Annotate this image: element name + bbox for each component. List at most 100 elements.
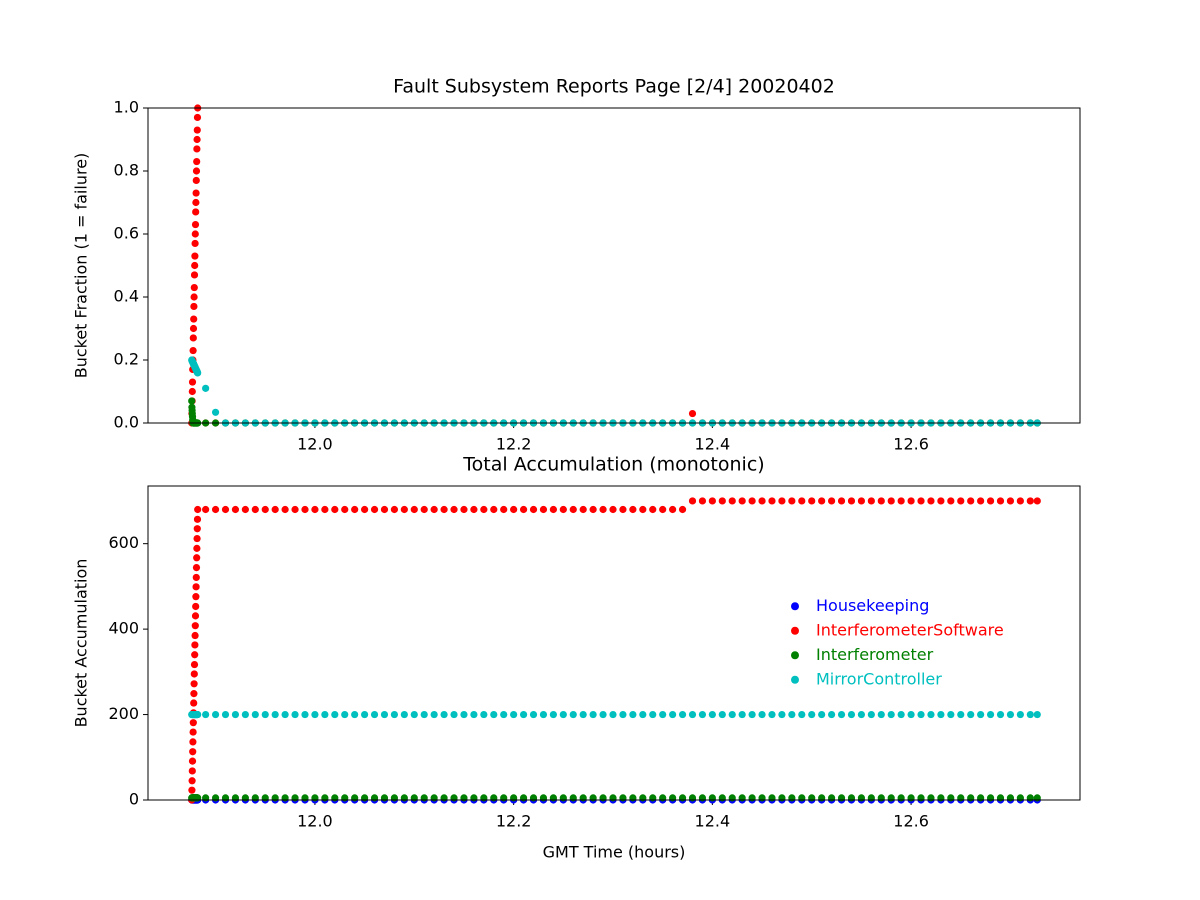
axes-frame bbox=[147, 107, 1081, 424]
y-tick-label: 200 bbox=[108, 704, 139, 723]
data-point bbox=[639, 710, 647, 719]
data-point bbox=[430, 505, 438, 514]
data-point bbox=[189, 324, 198, 333]
x-tick-label: 12.2 bbox=[496, 812, 532, 831]
data-point bbox=[291, 710, 299, 719]
data-point bbox=[967, 497, 975, 505]
data-point bbox=[519, 505, 528, 514]
data-point bbox=[190, 293, 198, 301]
data-point bbox=[599, 710, 607, 719]
data-point bbox=[569, 710, 577, 719]
data-point bbox=[370, 505, 379, 514]
data-point bbox=[291, 505, 299, 514]
data-point bbox=[758, 710, 766, 719]
data-point bbox=[192, 563, 201, 572]
data-point bbox=[440, 505, 448, 514]
data-point bbox=[410, 710, 418, 719]
data-point bbox=[281, 505, 289, 514]
data-point bbox=[549, 710, 557, 719]
data-point bbox=[191, 230, 199, 238]
data-point bbox=[669, 710, 677, 719]
data-point bbox=[193, 544, 201, 552]
data-point bbox=[192, 176, 200, 185]
data-point bbox=[808, 497, 816, 505]
data-point bbox=[211, 710, 220, 719]
data-point bbox=[867, 710, 875, 719]
y-tick-label: 0.0 bbox=[114, 413, 139, 432]
data-point bbox=[194, 710, 202, 719]
data-point bbox=[202, 710, 210, 719]
data-point bbox=[188, 767, 196, 775]
legend-label: InterferometerSoftware bbox=[816, 620, 1004, 639]
legend-marker bbox=[791, 675, 799, 684]
data-point bbox=[194, 369, 202, 377]
data-point bbox=[1026, 710, 1034, 719]
data-point bbox=[351, 710, 359, 719]
data-point bbox=[510, 505, 518, 514]
data-point bbox=[271, 505, 279, 514]
data-point bbox=[192, 198, 200, 207]
x-tick-label: 12.2 bbox=[496, 435, 532, 454]
data-point bbox=[659, 505, 667, 514]
data-point bbox=[450, 505, 458, 514]
data-point bbox=[189, 748, 197, 756]
data-point bbox=[778, 710, 786, 719]
data-point bbox=[192, 573, 200, 582]
data-point bbox=[529, 710, 538, 719]
data-point bbox=[549, 505, 557, 514]
data-point bbox=[188, 378, 197, 386]
data-point bbox=[996, 497, 1005, 505]
data-point bbox=[639, 505, 647, 514]
data-point bbox=[221, 505, 230, 514]
data-point bbox=[827, 497, 836, 505]
data-point bbox=[768, 710, 776, 719]
data-point bbox=[609, 505, 617, 514]
data-point bbox=[629, 710, 637, 719]
y-tick-label: 1.0 bbox=[114, 98, 139, 117]
data-point bbox=[192, 583, 200, 591]
data-point bbox=[271, 710, 279, 719]
data-point bbox=[559, 710, 567, 719]
data-point bbox=[698, 497, 707, 505]
data-point bbox=[857, 497, 866, 505]
data-point bbox=[897, 497, 905, 505]
data-point bbox=[341, 505, 349, 514]
data-point bbox=[837, 710, 846, 719]
data-point bbox=[678, 505, 687, 514]
data-point bbox=[967, 710, 975, 719]
data-point bbox=[758, 497, 766, 505]
y-tick-label: 0.4 bbox=[114, 287, 139, 306]
data-point bbox=[189, 738, 197, 746]
data-point bbox=[977, 497, 985, 505]
data-point bbox=[251, 505, 259, 514]
data-point bbox=[877, 710, 885, 719]
x-tick-label: 12.0 bbox=[297, 812, 333, 831]
data-point bbox=[847, 497, 856, 505]
data-point bbox=[231, 505, 240, 514]
data-point bbox=[579, 505, 587, 514]
data-point bbox=[190, 302, 198, 311]
data-point bbox=[470, 505, 478, 514]
data-point bbox=[718, 497, 726, 505]
data-point bbox=[619, 710, 627, 719]
legend-label: Interferometer bbox=[816, 645, 934, 664]
data-point bbox=[788, 497, 796, 505]
data-point bbox=[301, 505, 309, 514]
data-point bbox=[189, 334, 197, 342]
data-point bbox=[460, 710, 468, 719]
data-point bbox=[539, 505, 548, 514]
data-point bbox=[460, 505, 468, 514]
data-point bbox=[430, 710, 438, 719]
data-point bbox=[241, 505, 249, 514]
data-point bbox=[190, 699, 198, 707]
data-point bbox=[1016, 497, 1024, 505]
data-point bbox=[251, 710, 259, 719]
legend-label: MirrorController bbox=[816, 669, 942, 688]
data-point bbox=[193, 525, 201, 533]
data-point bbox=[619, 505, 627, 514]
y-tick-label: 0.2 bbox=[114, 350, 139, 369]
data-point bbox=[738, 497, 746, 505]
data-point bbox=[400, 505, 408, 514]
data-point bbox=[221, 710, 230, 719]
data-point bbox=[500, 710, 508, 719]
